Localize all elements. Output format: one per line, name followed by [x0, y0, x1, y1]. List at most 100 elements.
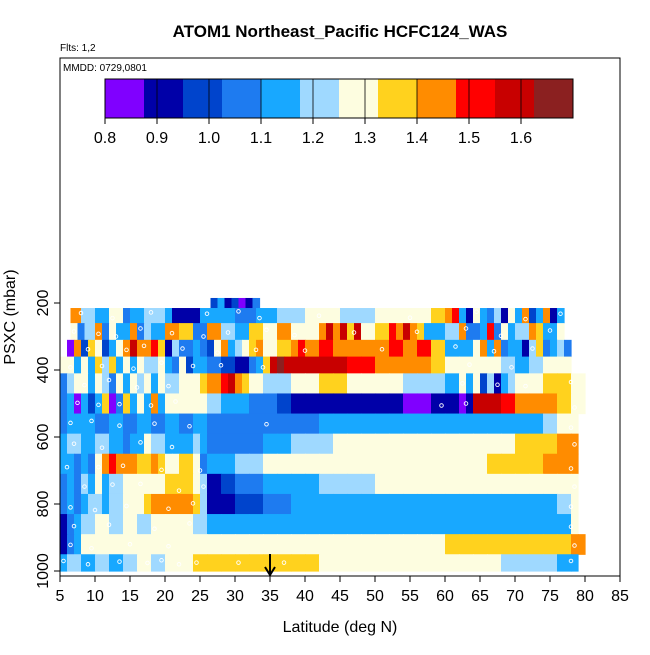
x-tick-label: 5	[56, 588, 65, 605]
heatmap-cell	[571, 393, 586, 415]
heatmap-cell	[424, 323, 432, 341]
heatmap-cell	[95, 433, 110, 455]
colorbar-swatch	[534, 79, 574, 118]
heatmap-cell	[158, 453, 166, 475]
heatmap-cell	[165, 308, 173, 324]
heatmap-cell	[207, 493, 222, 515]
heatmap-cell	[263, 493, 278, 515]
heatmap-cell	[116, 393, 124, 415]
sample-point	[176, 488, 182, 493]
heatmap-cell	[60, 453, 68, 475]
heatmap-cell	[487, 473, 502, 495]
heatmap-cell	[165, 339, 173, 358]
heatmap-cell	[529, 373, 544, 395]
colorbar-tick-label: 1.5	[458, 130, 480, 147]
heatmap-cell	[60, 413, 68, 435]
heatmap-cell	[445, 473, 460, 495]
heatmap-cell	[179, 473, 194, 495]
heatmap-cell	[193, 534, 208, 555]
heatmap-cell	[375, 356, 390, 374]
heatmap-cell	[193, 356, 208, 374]
heatmap-cell	[116, 323, 131, 341]
heatmap-cell	[74, 339, 82, 358]
heatmap-cell	[277, 453, 292, 475]
heatmap-cell	[431, 453, 446, 475]
heatmap-cell	[543, 554, 558, 572]
heatmap-cell	[417, 356, 432, 374]
heatmap-cell	[130, 339, 138, 358]
heatmap-cell	[529, 339, 537, 358]
heatmap-cell	[228, 339, 236, 358]
heatmap-cell	[508, 308, 516, 324]
sample-point	[225, 330, 231, 335]
sample-point	[523, 383, 528, 389]
heatmap-cell	[459, 433, 474, 455]
sample-point	[117, 423, 122, 428]
colorbar-swatch	[339, 79, 379, 118]
heatmap-cell	[179, 493, 194, 515]
heatmap-cell	[179, 534, 194, 555]
heatmap-cell	[70, 323, 79, 341]
heatmap-cell	[459, 393, 467, 415]
heatmap-cell	[249, 554, 264, 572]
heatmap-cell	[291, 453, 306, 475]
heatmap-cell	[249, 493, 264, 515]
heatmap-cell	[277, 339, 292, 358]
heatmap-cell	[333, 393, 348, 415]
sample-point	[68, 365, 73, 370]
x-tick-label: 65	[471, 588, 489, 605]
y-tick-label: 600	[35, 424, 52, 451]
sample-point	[169, 444, 175, 450]
heatmap-cell	[144, 373, 152, 395]
heatmap-cell	[529, 433, 544, 455]
heatmap-cell	[172, 356, 180, 374]
heatmap-cell	[557, 393, 572, 415]
sample-point	[491, 348, 497, 354]
heatmap-cell	[249, 323, 264, 341]
heatmap-cell	[249, 356, 257, 374]
heatmap-cell	[263, 534, 278, 555]
sample-point	[127, 541, 133, 547]
heatmap-cell	[515, 473, 530, 495]
heatmap-cell	[151, 373, 159, 395]
heatmap-cell	[571, 373, 586, 395]
heatmap-cell	[95, 356, 103, 374]
heatmap-cell	[221, 554, 236, 572]
sample-point	[351, 330, 357, 335]
sample-point	[236, 560, 241, 565]
heatmap-cell	[473, 473, 488, 495]
sample-point	[61, 558, 66, 564]
heatmap-cell	[305, 514, 320, 535]
heatmap-cell	[445, 433, 460, 455]
heatmap-cell	[200, 473, 208, 495]
heatmap-cell	[207, 413, 222, 435]
heatmap-cell	[543, 356, 558, 374]
sample-point	[166, 543, 171, 549]
heatmap-cell	[417, 493, 432, 515]
heatmap-cell	[291, 534, 306, 555]
heatmap-cell	[249, 473, 264, 495]
heatmap-cell	[193, 453, 201, 475]
heatmap-cell	[431, 413, 446, 435]
heatmap-cell	[347, 433, 362, 455]
heatmap-cell	[487, 433, 502, 455]
sample-point	[64, 464, 70, 470]
heatmap-cell	[158, 373, 166, 395]
heatmap-cell	[403, 393, 418, 415]
heatmap-cell	[361, 493, 376, 515]
heatmap-cell	[109, 493, 124, 515]
heatmap-cell	[543, 323, 551, 341]
y-axis: 200 400 600 800 1000	[35, 290, 60, 589]
heatmap-cell	[487, 554, 502, 572]
heatmap-cell	[74, 473, 82, 495]
sample-point	[509, 365, 514, 370]
heatmap-cell	[417, 453, 432, 475]
heatmap-cell	[221, 433, 236, 455]
sample-point	[82, 484, 87, 489]
heatmap-cell	[263, 514, 278, 535]
heatmap-cell	[515, 323, 530, 341]
chart-title: ATOM1 Northeast_Pacific HCFC124_WAS	[173, 22, 508, 41]
heatmap-cell	[529, 473, 544, 495]
heatmap-cell	[431, 473, 446, 495]
heatmap-cell	[249, 413, 264, 435]
